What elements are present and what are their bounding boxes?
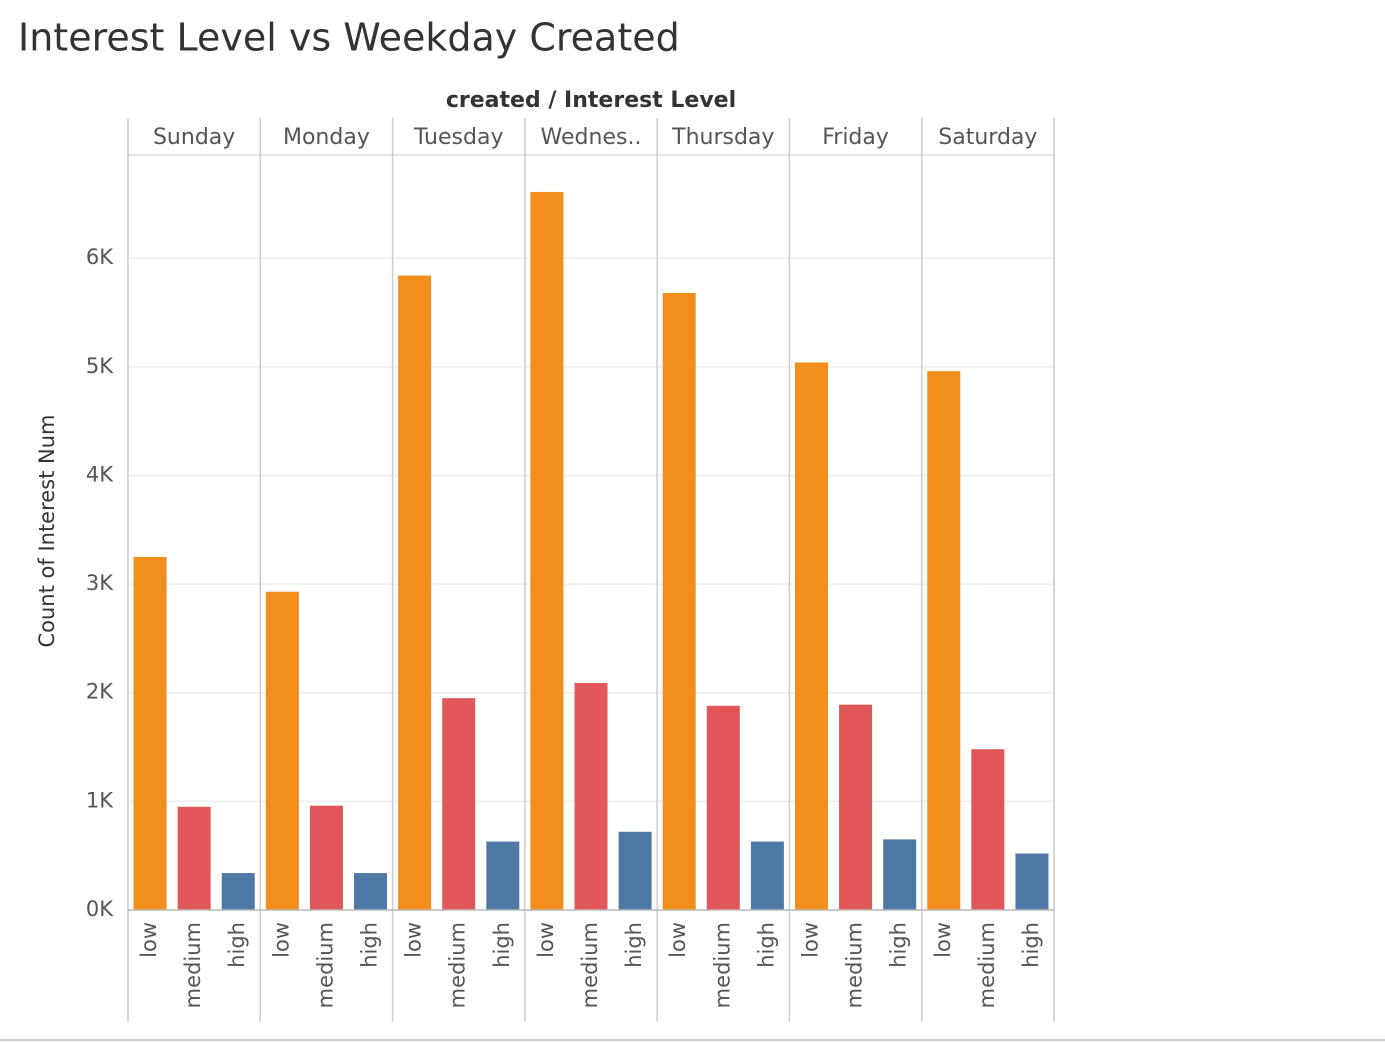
bar [883, 839, 917, 910]
panel-header: Monday [283, 125, 370, 150]
bar [133, 556, 167, 910]
x-tick-label: medium [446, 922, 470, 1008]
bar [530, 191, 564, 911]
bar [662, 292, 696, 911]
y-tick-label: 0K [86, 897, 114, 921]
header-title: created / Interest Level [446, 88, 736, 113]
y-axis-title: Count of Interest Num [35, 414, 59, 647]
bar [398, 275, 432, 910]
bar [574, 682, 608, 910]
x-tick-label: medium [578, 922, 602, 1008]
x-tick-label: low [402, 922, 426, 958]
panel-header: Friday [822, 125, 889, 150]
bar [971, 749, 1005, 910]
bar [442, 698, 476, 910]
x-tick-label: low [534, 922, 558, 958]
panel-header: Saturday [938, 125, 1037, 150]
x-tick-label: high [1019, 922, 1043, 968]
panel-header: Tuesday [413, 125, 504, 150]
bar [794, 362, 828, 910]
y-tick-label: 3K [86, 571, 114, 595]
bar [221, 873, 255, 910]
bar [309, 805, 343, 910]
bar [927, 371, 961, 910]
bar [750, 841, 784, 910]
x-tick-label: high [754, 922, 778, 968]
y-tick-label: 6K [86, 245, 114, 269]
x-tick-label: medium [843, 922, 867, 1008]
y-tick-label: 1K [86, 788, 114, 812]
x-tick-label: low [931, 922, 955, 958]
panel-header: Wednes.. [541, 125, 642, 150]
bar [839, 704, 873, 910]
y-tick-label: 5K [86, 354, 114, 378]
x-tick-label: low [666, 922, 690, 958]
bar [618, 831, 652, 910]
panel-header: Sunday [153, 125, 235, 150]
x-tick-label: high [622, 922, 646, 968]
y-tick-label: 4K [86, 462, 114, 486]
bar [1015, 853, 1049, 910]
bar [177, 806, 211, 910]
x-tick-label: medium [975, 922, 999, 1008]
bar [265, 591, 299, 910]
x-tick-label: high [358, 922, 382, 968]
x-tick-label: low [137, 922, 161, 958]
x-tick-label: medium [181, 922, 205, 1008]
chart-title: Interest Level vs Weekday Created [18, 16, 680, 60]
y-tick-label: 2K [86, 680, 114, 704]
x-tick-label: high [225, 922, 249, 968]
x-tick-label: low [798, 922, 822, 958]
x-tick-label: high [490, 922, 514, 968]
bar [706, 705, 740, 910]
x-tick-label: medium [313, 922, 337, 1008]
x-tick-label: low [269, 922, 293, 958]
bar [354, 873, 388, 910]
panel-header: Thursday [671, 125, 774, 150]
x-tick-label: high [887, 922, 911, 968]
bar [486, 841, 520, 910]
x-tick-label: medium [710, 922, 734, 1008]
